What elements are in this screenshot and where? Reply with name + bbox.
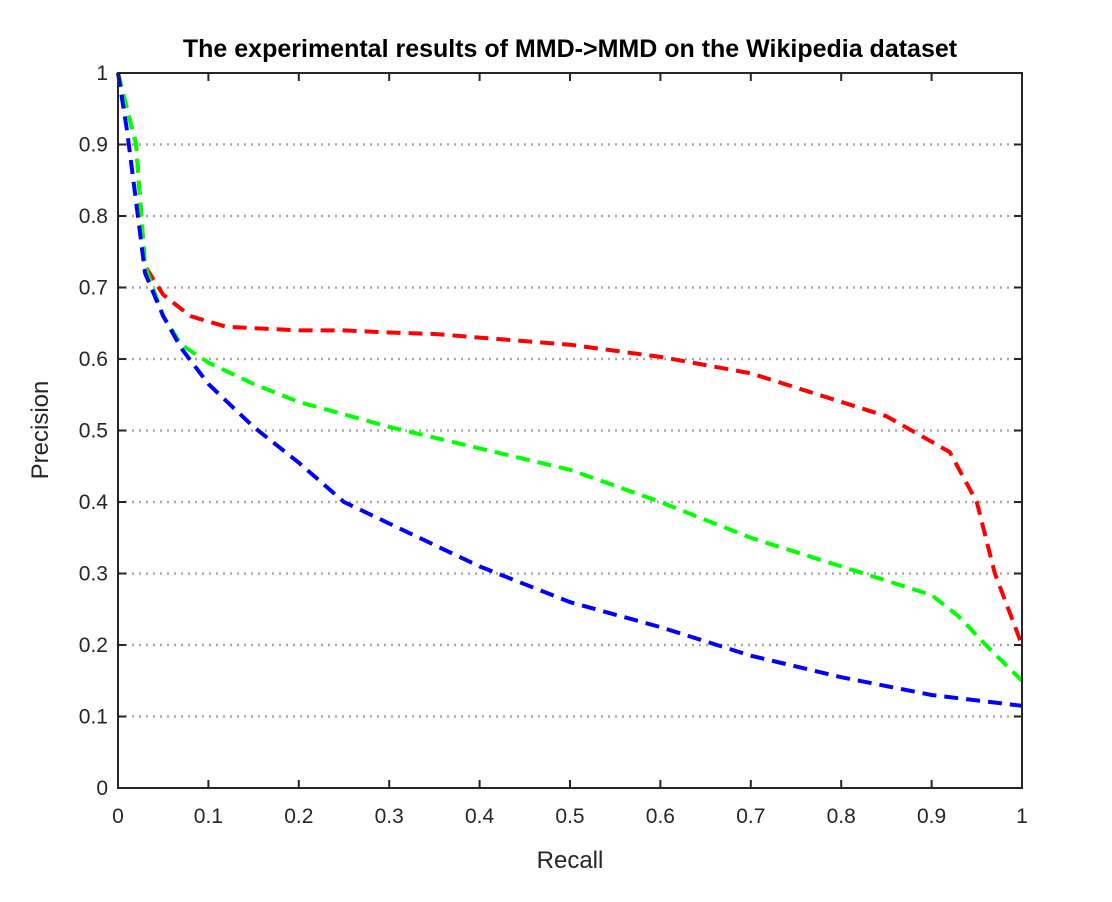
gridlines (118, 143, 1022, 718)
y-tick-label: 0.7 (79, 277, 108, 300)
y-tick-label: 1 (96, 62, 108, 85)
y-tick-label: 0.8 (79, 205, 108, 228)
x-tick-label: 1 (1016, 805, 1028, 828)
y-tick-label: 0.3 (79, 563, 108, 586)
x-tick-label: 0 (112, 805, 124, 828)
y-axis-label: Precision (27, 381, 54, 480)
x-axis-label: Recall (537, 847, 604, 874)
y-tick-label: 0.2 (79, 634, 108, 657)
x-tick-label: 0.4 (465, 805, 495, 828)
x-tick-label: 0.7 (736, 805, 765, 828)
y-tick-label: 0 (96, 777, 108, 800)
y-tick-label: 0.9 (79, 134, 108, 157)
x-tick-label: 0.6 (646, 805, 675, 828)
plot-frame (117, 72, 1023, 789)
series-line-red (116, 72, 1024, 646)
x-tick-label: 0.2 (284, 805, 313, 828)
y-tick-label: 0.1 (79, 706, 108, 729)
x-tick-label: 0.8 (827, 805, 856, 828)
x-tick-label: 0.5 (555, 805, 584, 828)
series-line-green (116, 72, 1024, 683)
chart-title: The experimental results of MMD->MMD on … (183, 35, 958, 63)
series-line-blue (116, 72, 1023, 708)
y-tick-label: 0.4 (79, 491, 109, 514)
x-tick-label: 0.1 (194, 805, 223, 828)
x-tick-label: 0.3 (375, 805, 404, 828)
x-tick-label: 0.9 (917, 805, 946, 828)
y-tick-label: 0.5 (79, 420, 108, 443)
axis-ticks: 0 0.1 0.2 0.3 0.4 0.5 0.6 0.7 0.8 0.9 1 0 0.1 0.2 0.3 0… (79, 62, 1028, 828)
y-tick-label: 0.6 (79, 348, 108, 371)
series-lines (116, 72, 1024, 708)
